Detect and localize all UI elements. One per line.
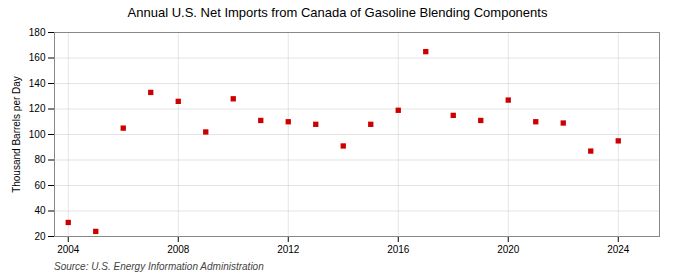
svg-text:120: 120 — [29, 103, 46, 114]
html-text:Source: U.S. Energy Informatio: Source: U.S. Energy Information Administ… — [54, 261, 264, 272]
svg-text:140: 140 — [29, 78, 46, 89]
svg-text:180: 180 — [29, 27, 46, 38]
svg-text:2024: 2024 — [607, 244, 630, 255]
svg-text:2008: 2008 — [167, 244, 190, 255]
svg-text:2004: 2004 — [57, 244, 80, 255]
svg-text:40: 40 — [34, 205, 46, 216]
svg-text:Thousand Barrels per Day: Thousand Barrels per Day — [11, 76, 22, 193]
svg-text:20: 20 — [34, 231, 46, 242]
html-text:Annual U.S. Net Imports from C: Annual U.S. Net Imports from Canada of G… — [127, 5, 548, 20]
svg-text:60: 60 — [34, 180, 46, 191]
svg-text:2016: 2016 — [387, 244, 410, 255]
svg-text:2020: 2020 — [497, 244, 520, 255]
svg-text:160: 160 — [29, 52, 46, 63]
svg-text:100: 100 — [29, 129, 46, 140]
svg-text:80: 80 — [34, 154, 46, 165]
svg-text:2012: 2012 — [277, 244, 300, 255]
